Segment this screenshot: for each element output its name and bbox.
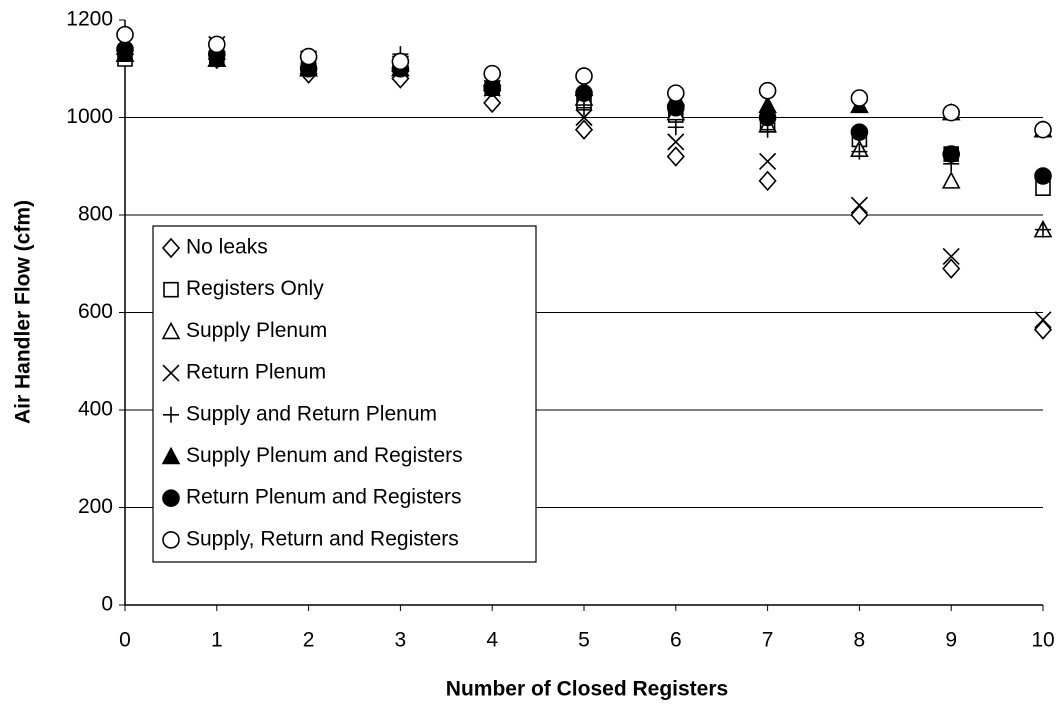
marker xyxy=(575,67,593,85)
legend-marker xyxy=(163,406,179,423)
legend-marker xyxy=(163,281,179,298)
marker xyxy=(941,171,961,189)
y-tick-label: 200 xyxy=(78,495,113,518)
legend-marker xyxy=(162,489,180,507)
x-tick-label: 8 xyxy=(854,629,866,652)
marker xyxy=(758,108,777,127)
x-tick-label: 10 xyxy=(1031,629,1054,652)
marker xyxy=(942,258,961,279)
x-tick-label: 1 xyxy=(211,629,223,652)
marker xyxy=(667,133,685,151)
legend-label: Return Plenum and Registers xyxy=(186,486,461,509)
marker xyxy=(483,79,502,97)
marker xyxy=(574,119,594,140)
marker xyxy=(666,146,685,167)
y-tick-label: 1200 xyxy=(66,8,113,31)
x-tick-label: 7 xyxy=(762,629,774,652)
marker xyxy=(207,35,226,54)
marker xyxy=(1034,167,1052,185)
x-tick-label: 5 xyxy=(578,629,590,652)
y-tick-label: 800 xyxy=(78,203,113,226)
legend-marker xyxy=(161,237,181,259)
marker xyxy=(759,152,777,170)
y-tick-label: 600 xyxy=(78,300,113,323)
legend-marker xyxy=(162,364,180,382)
marker xyxy=(575,84,593,102)
marker xyxy=(850,123,869,141)
legend-label: Supply Plenum xyxy=(186,319,327,342)
x-tick-label: 2 xyxy=(303,629,315,652)
marker xyxy=(1033,319,1053,340)
marker xyxy=(850,204,869,226)
x-tick-label: 6 xyxy=(670,629,682,652)
legend-label: Supply and Return Plenum xyxy=(186,402,437,425)
marker xyxy=(575,108,593,127)
legend-label: Supply Plenum and Registers xyxy=(186,444,463,467)
marker xyxy=(116,25,134,44)
marker xyxy=(1034,120,1052,139)
marker xyxy=(942,247,960,266)
marker xyxy=(850,89,869,107)
marker xyxy=(1034,311,1052,329)
y-tick-label: 0 xyxy=(101,593,113,616)
x-tick-label: 0 xyxy=(119,629,131,652)
marker xyxy=(1035,221,1051,238)
y-axis-title: Air Handler Flow (cfm) xyxy=(12,200,35,424)
x-tick-label: 3 xyxy=(395,629,407,652)
marker xyxy=(758,170,777,192)
x-tick-label: 9 xyxy=(945,629,957,652)
x-tick-label: 4 xyxy=(486,629,498,652)
marker xyxy=(116,40,134,58)
legend-label: Registers Only xyxy=(186,277,324,300)
marker xyxy=(758,81,777,100)
marker xyxy=(851,143,868,160)
marker xyxy=(666,84,685,102)
marker xyxy=(391,52,410,71)
marker xyxy=(576,99,592,116)
legend-marker xyxy=(161,321,181,340)
marker xyxy=(666,99,685,117)
marker xyxy=(299,47,318,66)
legend-marker xyxy=(162,531,180,549)
marker xyxy=(483,92,502,114)
marker xyxy=(942,145,961,163)
legend-label: Return Plenum xyxy=(186,361,326,384)
legend-label: No leaks xyxy=(186,236,268,259)
x-axis-title: Number of Closed Registers xyxy=(446,678,728,701)
marker xyxy=(483,64,502,83)
y-tick-label: 1000 xyxy=(66,105,113,128)
marker xyxy=(667,119,684,136)
marker xyxy=(942,103,961,122)
legend-label: Supply, Return and Registers xyxy=(186,527,459,550)
legend-box xyxy=(152,225,537,563)
legend-marker xyxy=(161,446,181,465)
marker xyxy=(850,196,868,214)
y-tick-label: 400 xyxy=(78,398,113,421)
legend: No leaks Registers Only Supply Plenum Retur… xyxy=(152,225,537,563)
